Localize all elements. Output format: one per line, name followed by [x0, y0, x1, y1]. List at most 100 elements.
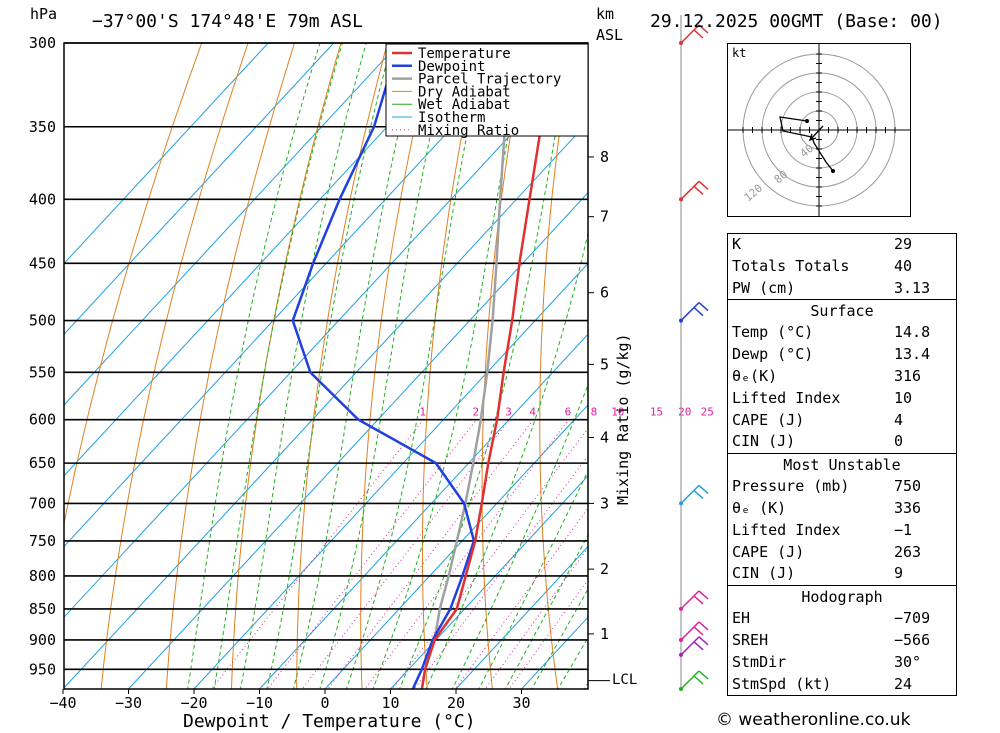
wind-barb-staff: [680, 590, 700, 610]
index-row: θₑ (K) 336: [728, 498, 956, 520]
isotherm-line: [64, 43, 400, 406]
index-value: 13.4: [894, 345, 931, 364]
profiles: [291, 43, 571, 689]
hodo-ring-label-80: 80: [772, 168, 791, 186]
index-label: EH: [732, 609, 751, 628]
wind-barb: [680, 621, 709, 641]
height-km-labels: 8 7 6 5 4 3 2 1: [588, 148, 610, 682]
legend-entry: Dry Adiabat: [418, 84, 511, 100]
isotherm-line: [455, 545, 588, 689]
index-value: 30°: [894, 652, 922, 671]
hodo-unit-label: kt: [732, 46, 746, 60]
legend-entry: Parcel Trajectory: [418, 72, 561, 88]
wind-barb-flag: [698, 670, 709, 680]
pressure-tick-label: 750: [29, 532, 56, 550]
index-label: θₑ (K): [732, 498, 787, 517]
wind-barb-flag: [698, 484, 709, 494]
mixing-ratio-labels: 1 2 3 4 6 8 10 15 20 25: [419, 406, 713, 419]
legend-entry: Dewpoint: [418, 59, 485, 75]
isotherm-line: [64, 43, 335, 335]
temperature-line: [420, 43, 571, 689]
wet-adiabat-line: [451, 383, 588, 689]
isotherm-line: [259, 333, 588, 689]
wind-barb-flag: [698, 636, 709, 646]
mixing-ratio-line: [211, 419, 424, 689]
wet-adiabat-line: [239, 43, 367, 689]
km-tick-label: 1: [600, 625, 609, 643]
index-value: 3.13: [894, 278, 931, 297]
index-label: CIN (J): [732, 432, 796, 451]
temperature-tick-label: 30: [512, 694, 530, 712]
pressure-tick-label: 300: [29, 34, 56, 52]
index-row: SREH −566: [728, 630, 956, 652]
hodograph-plot: kt 40 80 120: [728, 44, 910, 216]
wind-barb-flag: [693, 641, 704, 651]
asl-label: ASL: [596, 26, 623, 44]
index-label: StmDir: [732, 652, 787, 671]
isotherm-line: [64, 121, 588, 689]
pressure-tick-label: 350: [29, 118, 56, 136]
mixing-ratio-label: 6: [565, 406, 572, 419]
location-title: −37°00'S 174°48'E 79m ASL: [92, 11, 363, 32]
index-row: θₑ(K) 316: [728, 366, 956, 388]
legend-entry: Temperature: [418, 46, 511, 62]
temperature-tick-label: −10: [246, 694, 273, 712]
indices-general: K 29 Totals Totals 40 PW (cm) 3.13: [728, 234, 956, 299]
parcel-trajectory-line: [420, 43, 516, 689]
isotherm-line: [64, 43, 269, 265]
mixing-ratio-label: 15: [650, 406, 663, 419]
km-tick-label: 2: [600, 560, 609, 578]
index-label: Lifted Index: [732, 388, 841, 407]
mixing-ratio-line: [301, 419, 510, 689]
mixing-ratio-label: 1: [419, 406, 426, 419]
wind-barb-flag: [698, 24, 709, 34]
index-value: −709: [894, 609, 931, 628]
wind-profile: [679, 15, 709, 691]
index-value: 14.8: [894, 323, 931, 342]
index-label: PW (cm): [732, 278, 796, 297]
index-value: 316: [894, 366, 922, 385]
mixing-ratio-line: [391, 427, 588, 689]
legend-entry: Wet Adiabat: [418, 97, 511, 113]
hodo-storm-motion-arrow: [809, 125, 824, 141]
mixing-ratio-axis-label: Mixing Ratio (g/kg): [614, 333, 632, 505]
dry-adiabat-line: [64, 43, 203, 526]
index-row: Totals Totals 40: [728, 256, 956, 278]
isotherm-line: [193, 262, 588, 689]
wind-barb: [680, 302, 709, 322]
km-tick-label: 7: [600, 208, 609, 226]
km-label: km: [596, 5, 614, 23]
dry-adiabat-line: [296, 43, 388, 689]
index-label: Totals Totals: [732, 256, 850, 275]
x-axis-label: Dewpoint / Temperature (°C): [183, 711, 476, 732]
mixing-ratio-label: 10: [611, 406, 624, 419]
mixing-ratio-label: 4: [529, 406, 536, 419]
lcl-label: LCL: [612, 672, 637, 688]
index-row: CIN (J) 9: [728, 563, 956, 585]
copyright-link[interactable]: © weatheronline.co.uk: [716, 710, 911, 730]
pressure-tick-label: 900: [29, 631, 56, 649]
hodograph: kt 40 80 120: [727, 43, 911, 217]
wind-barb: [680, 180, 709, 200]
hodo-arrow-head: [808, 133, 817, 142]
km-tick-label: 4: [600, 428, 609, 446]
index-row: Lifted Index 10: [728, 388, 956, 410]
wind-barb-staff: [680, 302, 700, 322]
mixing-ratio-line: [266, 419, 477, 689]
pressure-tick-label: 600: [29, 411, 56, 429]
index-label: Dewp (°C): [732, 345, 814, 364]
index-label: Pressure (mb): [732, 477, 850, 496]
legend-entry: Isotherm: [418, 110, 485, 126]
wet-adiabat-line: [345, 43, 487, 689]
index-value: 29: [894, 235, 913, 253]
temperature-tick-label: 0: [320, 694, 329, 712]
pressure-tick-label: 400: [29, 190, 56, 208]
index-value: 9: [894, 564, 904, 583]
index-label: CAPE (J): [732, 542, 805, 561]
pressure-tick-label: 950: [29, 660, 56, 678]
temperature-tick-label: 10: [381, 694, 399, 712]
hodo-end-dot: [831, 169, 835, 173]
wind-barb-flag: [698, 590, 709, 600]
mixing-ratio-line: [508, 578, 588, 689]
